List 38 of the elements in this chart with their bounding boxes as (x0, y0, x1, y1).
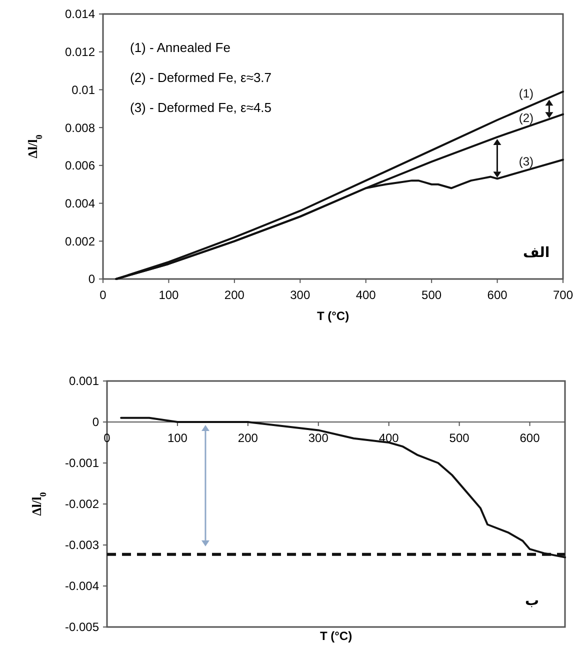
y-tick-label: -0.002 (64, 497, 100, 512)
y-tick-label: 0.002 (64, 234, 96, 248)
y-tick-label: 0 (88, 272, 96, 286)
x-tick-label: 600 (487, 288, 508, 302)
y-tick-label: 0.008 (64, 120, 96, 135)
annotation: ب (525, 592, 540, 608)
y-tick-label: -0.004 (64, 579, 100, 594)
x-axis-title: T (°C) (316, 309, 350, 323)
annotation: الف (523, 244, 550, 260)
x-tick-label: 500 (422, 288, 442, 302)
series-label: (1) (518, 86, 534, 101)
y-tick-label: 0.012 (64, 45, 96, 60)
x-tick-label: 100 (158, 288, 180, 302)
y-tick-label: 0.001 (68, 374, 100, 388)
annotation: (2) - Deformed Fe, ε≈3.7 (130, 70, 272, 85)
x-tick-label: 300 (308, 431, 329, 445)
x-tick-label: 400 (378, 431, 400, 445)
x-tick-label: 200 (224, 288, 245, 302)
y-tick-label: -0.003 (64, 538, 100, 552)
x-tick-label: 500 (449, 431, 470, 445)
legend-label: (3) (518, 154, 534, 168)
y-tick-label: -0.001 (64, 456, 100, 470)
x-tick-label: 600 (520, 431, 540, 445)
annotation: (3) - Deformed Fe, ε≈4.5 (130, 100, 272, 115)
x-tick-label: 400 (356, 288, 376, 302)
x-tick-label: 700 (552, 288, 573, 302)
x-axis-title: T (°C) (320, 629, 352, 643)
y-tick-label: -0.005 (64, 620, 100, 634)
y-tick-label: 0.014 (64, 7, 96, 22)
y-tick-label: 0.006 (64, 158, 96, 173)
y-tick-label: 0.004 (64, 196, 96, 210)
annotation: (1) - Annealed Fe (130, 40, 230, 55)
y-tick-label: 0.01 (72, 82, 96, 97)
x-tick-label: 100 (167, 431, 188, 445)
series-label: (2) (518, 111, 534, 126)
x-tick-label: 300 (290, 288, 310, 302)
y-tick-label: 0 (92, 415, 100, 430)
x-tick-label: 200 (238, 431, 258, 445)
